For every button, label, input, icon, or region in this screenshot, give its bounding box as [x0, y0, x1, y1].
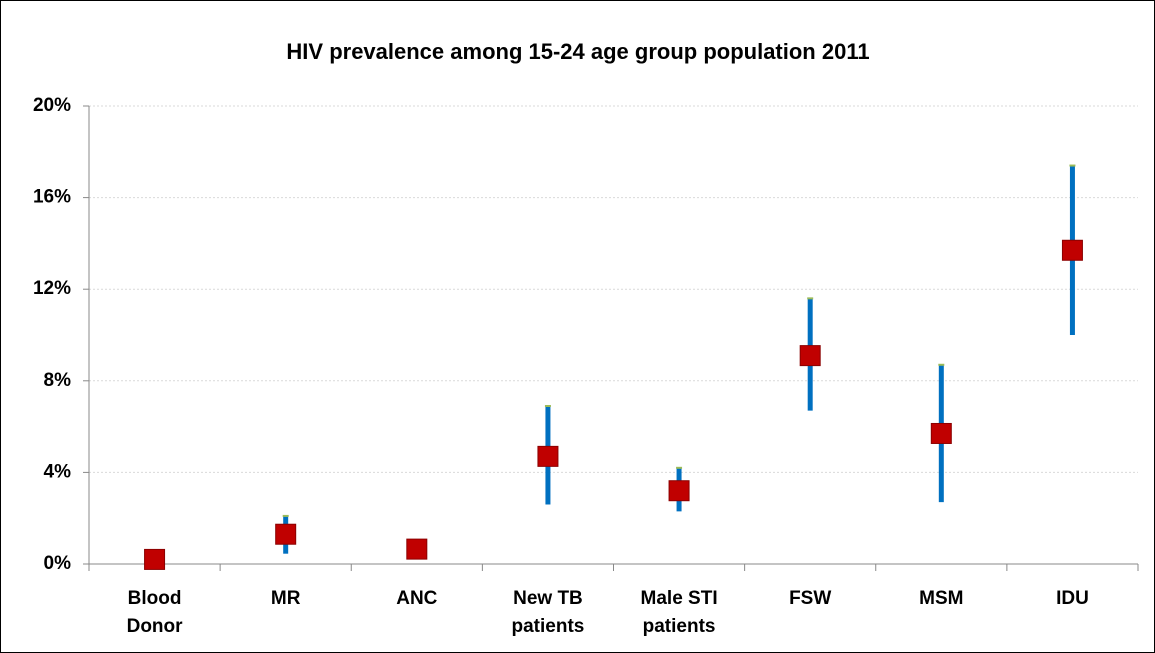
point-marker [930, 422, 952, 444]
point-marker [799, 345, 821, 367]
y-tick-label: 20% [33, 95, 71, 116]
y-tick-label: 0% [44, 553, 72, 574]
point-marker [275, 523, 297, 545]
x-tick-label: FSW [789, 588, 832, 609]
y-tick-label: 8% [44, 370, 72, 391]
x-tick-label: IDU [1056, 588, 1089, 609]
x-tick-label: New TB patients [511, 588, 585, 637]
point-marker [1061, 239, 1083, 261]
point-marker [668, 480, 690, 502]
x-tick-label: ANC [396, 588, 438, 609]
point-marker [537, 445, 559, 467]
x-tick-label: MSM [919, 588, 964, 609]
y-tick-label: 4% [44, 461, 72, 482]
x-tick-label: Male STI patients [640, 588, 718, 637]
y-tick-label: 12% [33, 278, 71, 299]
point-marker [406, 538, 428, 560]
x-tick-label: Blood Donor [126, 588, 183, 637]
y-tick-label: 16% [33, 187, 71, 208]
x-tick-label: MR [270, 588, 301, 609]
point-marker [144, 548, 166, 570]
chart-title: HIV prevalence among 15-24 age group pop… [286, 39, 869, 64]
